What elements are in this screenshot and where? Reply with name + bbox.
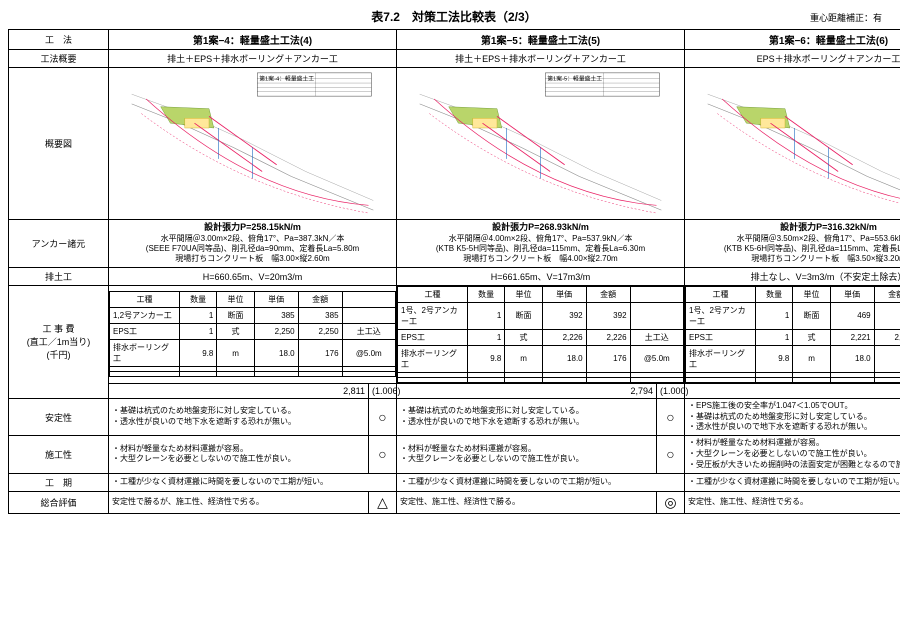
overview-diagram bbox=[685, 68, 900, 220]
diagram-svg: 第1案-4：軽量盛土工 bbox=[112, 70, 393, 215]
plan-summary: 排土＋EPS＋排水ボーリング＋アンカー工 bbox=[397, 50, 685, 68]
label-kouhou: 工 法 bbox=[9, 30, 109, 50]
label-sougou: 総合評価 bbox=[9, 491, 109, 513]
overview-diagram: 第1案-5：軽量盛土工 bbox=[397, 68, 685, 220]
anchor-spec: 設計張力P=316.32kN/m水平間隔＠3.50m×2段、俯角17°、Pa=5… bbox=[685, 220, 900, 268]
plan-title: 第1案−5：軽量盛土工法(5) bbox=[397, 30, 685, 50]
anchor-spec: 設計張力P=258.15kN/m水平間隔＠3.00m×2段、俯角17°、Pa=3… bbox=[109, 220, 397, 268]
kouki-text: ・工種が少なく資材運搬に時間を要しないので工期が短い。 bbox=[685, 473, 900, 491]
excav-value: H=661.65m、V=17m3/m bbox=[397, 267, 685, 285]
cost-total: 2,866 bbox=[685, 383, 900, 398]
excav-value: H=660.65m、V=20m3/m bbox=[109, 267, 397, 285]
cost-table-cell: 工種数量単位単価金額1号、2号アンカー工1断面392392EPS工1式2,226… bbox=[397, 285, 685, 383]
antei-text: ・基礎は杭式のため地盤変形に対し安定している。 ・透水性が良いので地下水を遮断す… bbox=[109, 398, 369, 435]
cost-ratio: (1.006) bbox=[369, 383, 397, 398]
comparison-table: 工 法 第1案−4：軽量盛土工法(4) 第1案−5：軽量盛土工法(5) 第1案−… bbox=[8, 29, 900, 514]
plan-title: 第1案−4：軽量盛土工法(4) bbox=[109, 30, 397, 50]
sekou-text: ・材料が軽量なため材料運搬が容易。 ・大型クレーンを必要としないので施工性が良い… bbox=[397, 436, 657, 473]
label-gaiyo: 工法概要 bbox=[9, 50, 109, 68]
sekou-text: ・材料が軽量なため材料運搬が容易。 ・大型クレーンを必要としないので施工性が良い… bbox=[685, 436, 900, 473]
sougou-text: 安定性、施工性、経済性で勝る。 bbox=[397, 491, 657, 513]
sekou-symbol: ○ bbox=[369, 436, 397, 473]
correction-note: 重心距離補正：有 bbox=[810, 11, 882, 24]
sougou-text: 安定性、施工性、経済性で劣る。 bbox=[685, 491, 900, 513]
antei-text: ・基礎は杭式のため地盤変形に対し安定している。 ・透水性が良いので地下水を遮断す… bbox=[397, 398, 657, 435]
antei-text: ・EPS施工後の安全率が1.047＜1.05でOUT。 ・基礎は杭式のため地盤変… bbox=[685, 398, 900, 435]
sekou-symbol: ○ bbox=[657, 436, 685, 473]
plan-summary: EPS＋排水ボーリング＋アンカー工 bbox=[685, 50, 900, 68]
cost-total: 2,811 bbox=[109, 383, 369, 398]
kouki-text: ・工種が少なく資材運搬に時間を要しないので工期が短い。 bbox=[397, 473, 685, 491]
kouki-text: ・工種が少なく資材運搬に時間を要しないので工期が短い。 bbox=[109, 473, 397, 491]
antei-symbol: ○ bbox=[657, 398, 685, 435]
sekou-text: ・材料が軽量なため材料運搬が容易。 ・大型クレーンを必要としないので施工性が良い… bbox=[109, 436, 369, 473]
label-kouki: 工 期 bbox=[9, 473, 109, 491]
cost-total: 2,794 bbox=[397, 383, 657, 398]
page-title: 表7.2 対策工法比較表（2/3） bbox=[98, 8, 810, 25]
sougou-symbol: ◎ bbox=[657, 491, 685, 513]
cost-table-cell: 工種数量単位単価金額1号、2号アンカー工1断面469469EPS工1式2,221… bbox=[685, 285, 900, 383]
sougou-text: 安定性で勝るが、施工性、経済性で劣る。 bbox=[109, 491, 369, 513]
plan-title: 第1案−6：軽量盛土工法(6) bbox=[685, 30, 900, 50]
label-sekou: 施工性 bbox=[9, 436, 109, 473]
sougou-symbol: △ bbox=[369, 491, 397, 513]
anchor-spec: 設計張力P=268.93kN/m水平間隔＠4.00m×2段、俯角17°、Pa=5… bbox=[397, 220, 685, 268]
plan-summary: 排土＋EPS＋排水ボーリング＋アンカー工 bbox=[109, 50, 397, 68]
antei-symbol: ○ bbox=[369, 398, 397, 435]
excav-value: 排土なし、V=3m3/m（不安定土除去） bbox=[685, 267, 900, 285]
diagram-svg: 第1案-5：軽量盛土工 bbox=[400, 70, 681, 215]
label-antei: 安定性 bbox=[9, 398, 109, 435]
cost-table-cell: 工種数量単位単価金額1,2号アンカー工1断面385385EPS工1式2,2502… bbox=[109, 285, 397, 383]
label-diagram: 概要図 bbox=[9, 68, 109, 220]
diagram-svg bbox=[688, 70, 900, 215]
label-anchor: アンカー諸元 bbox=[9, 220, 109, 268]
label-excav: 排土工 bbox=[9, 267, 109, 285]
cost-ratio: (1.000) bbox=[657, 383, 685, 398]
overview-diagram: 第1案-4：軽量盛土工 bbox=[109, 68, 397, 220]
label-cost: 工 事 費 (直工／1m当り) (千円) bbox=[9, 285, 109, 398]
